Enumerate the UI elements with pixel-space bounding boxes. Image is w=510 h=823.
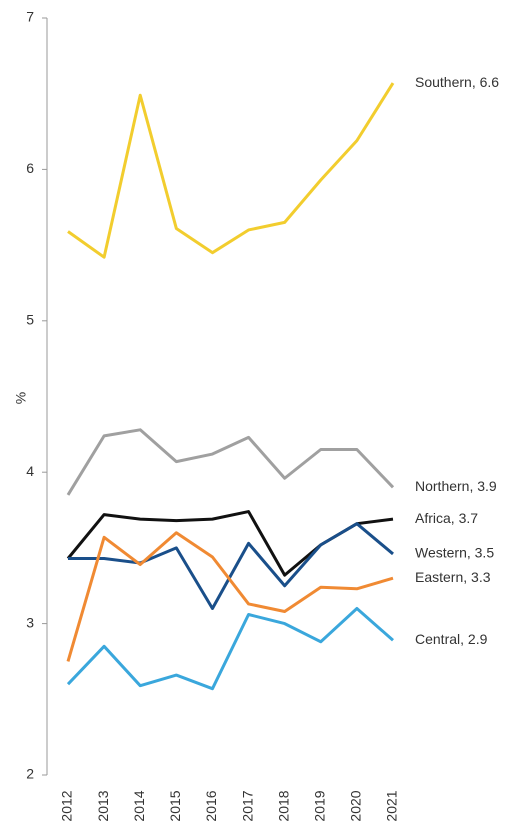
x-tick-label: 2019 bbox=[311, 790, 327, 821]
y-tick-label: 6 bbox=[26, 160, 34, 176]
y-tick-label: 2 bbox=[26, 766, 34, 782]
x-tick-label: 2016 bbox=[203, 790, 219, 821]
y-tick-label: 4 bbox=[26, 463, 34, 479]
series-label: Africa, 3.7 bbox=[415, 510, 478, 526]
series-label: Western, 3.5 bbox=[415, 545, 494, 561]
x-tick-label: 2013 bbox=[95, 790, 111, 821]
series-label: Central, 2.9 bbox=[415, 631, 488, 647]
y-tick-label: 3 bbox=[26, 614, 34, 630]
x-tick-label: 2018 bbox=[275, 790, 291, 821]
series-line bbox=[66, 531, 394, 662]
series-line bbox=[66, 606, 394, 691]
x-tick-label: 2021 bbox=[384, 790, 400, 821]
x-tick-label: 2020 bbox=[348, 790, 364, 821]
x-tick-label: 2012 bbox=[59, 790, 75, 821]
series-label: Southern, 6.6 bbox=[415, 74, 499, 90]
series-label: Eastern, 3.3 bbox=[415, 569, 491, 585]
series-line bbox=[66, 428, 395, 496]
series-line bbox=[67, 82, 395, 259]
x-tick-label: 2014 bbox=[131, 790, 147, 821]
series-line bbox=[66, 510, 394, 577]
x-tick-label: 2017 bbox=[239, 790, 255, 821]
y-tick-label: 5 bbox=[26, 312, 34, 328]
y-tick-label: 7 bbox=[26, 9, 34, 25]
series-line bbox=[68, 522, 394, 610]
series-label: Northern, 3.9 bbox=[415, 478, 497, 494]
y-axis-label: % bbox=[13, 392, 29, 404]
x-tick-label: 2015 bbox=[167, 790, 183, 821]
